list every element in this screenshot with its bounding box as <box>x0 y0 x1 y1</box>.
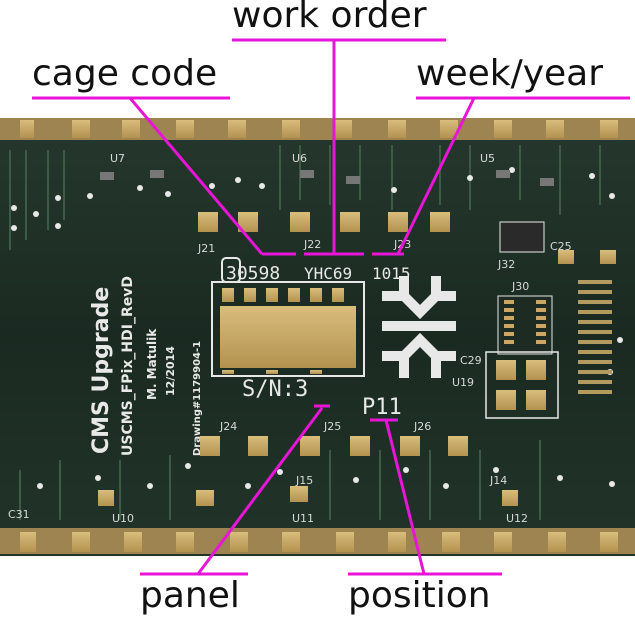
central-bond-pad <box>220 306 356 368</box>
label-j21: J21 <box>197 242 215 255</box>
top-edge-strip <box>0 118 635 140</box>
position-leader <box>384 419 426 575</box>
label-j24: J24 <box>219 420 237 433</box>
bottom-edge-pads <box>20 532 618 552</box>
cage-code-marking: 30598 <box>226 263 280 284</box>
label-j30: J30 <box>511 280 529 293</box>
connector-pads-top <box>198 212 450 232</box>
ribbon-connector-pins <box>578 280 612 394</box>
label-u12: U12 <box>506 512 528 525</box>
connector-pads-bottom <box>98 436 518 506</box>
label-u11: U11 <box>292 512 314 525</box>
label-j25: J25 <box>323 420 341 433</box>
position-marking: P11 <box>362 395 402 420</box>
panel-leader <box>196 407 324 575</box>
connector-j30-pins <box>504 300 546 344</box>
label-j14: J14 <box>489 474 507 487</box>
pcb-board: 30598 YHC69 1015 S/N:3 P11 CMS Upgrade U… <box>0 118 635 556</box>
cage-code-label: cage code <box>32 53 218 94</box>
top-edge-pads <box>20 120 618 138</box>
pad-cluster-right <box>496 250 616 410</box>
label-c31: C31 <box>8 508 30 521</box>
label-j22: J22 <box>303 238 321 251</box>
label-j15: J15 <box>295 474 313 487</box>
central-bond-teeth <box>222 288 344 374</box>
week-year-marking: 1015 <box>372 264 411 283</box>
fermilab-logo <box>382 276 456 378</box>
traces <box>9 145 601 520</box>
cage-code-leader <box>128 97 264 255</box>
pad-cluster-right-outline <box>485 351 559 419</box>
label-u5: U5 <box>480 152 495 165</box>
silkscreen-text: 30598 YHC69 1015 S/N:3 P11 <box>226 263 411 420</box>
label-u19: U19 <box>452 376 474 389</box>
label-c25: C25 <box>550 240 572 253</box>
serial-number-marking: S/N:3 <box>242 377 308 402</box>
ic-chip-u32 <box>499 221 545 253</box>
side-text-line-5: Drawing#1179904-1 <box>192 341 203 456</box>
label-j26: J26 <box>413 420 431 433</box>
bottom-edge-strip <box>0 528 635 554</box>
side-text-block: CMS Upgrade USCMS_FPix_HDI_RevD M. Matul… <box>89 276 203 456</box>
week-year-label: week/year <box>416 53 604 94</box>
side-text-line-2: USCMS_FPix_HDI_RevD <box>120 276 136 456</box>
work-order-label: work order <box>232 0 427 36</box>
side-text-line-1: CMS Upgrade <box>89 287 114 454</box>
side-text-line-4: 12/2014 <box>164 346 177 396</box>
work-order-marking: YHC69 <box>304 264 352 283</box>
label-u7: U7 <box>110 152 125 165</box>
label-u6: U6 <box>292 152 307 165</box>
label-j32: J32 <box>497 258 515 271</box>
side-text-line-3: M. Matulik <box>145 328 159 400</box>
label-c29: C29 <box>460 354 482 367</box>
callout-lines <box>32 38 630 576</box>
smd-components-top <box>100 170 554 186</box>
component-labels: U7 U6 U5 U19 U10 U11 U12 J21 J22 J23 J24… <box>8 152 572 525</box>
central-bond-pad-outline <box>211 281 365 377</box>
label-u10: U10 <box>112 512 134 525</box>
cage-code-box <box>221 257 241 283</box>
week-year-leader <box>396 97 476 255</box>
position-label: position <box>348 575 491 616</box>
panel-label: panel <box>140 575 240 616</box>
